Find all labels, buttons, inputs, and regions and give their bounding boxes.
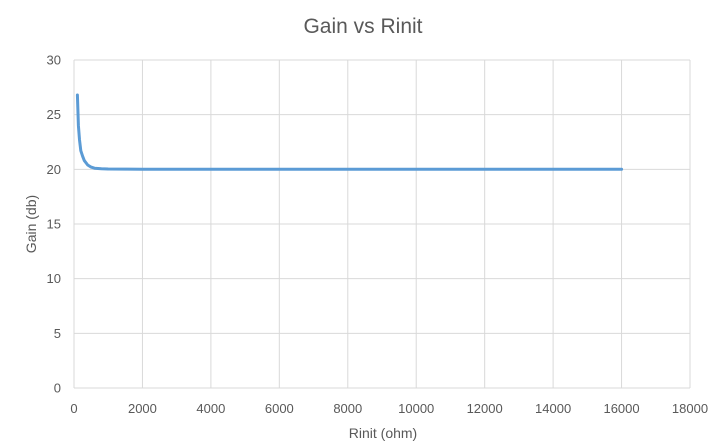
x-axis-title: Rinit (ohm) (349, 425, 417, 441)
data-point (93, 167, 96, 170)
data-point (415, 168, 418, 171)
y-tick-label: 20 (47, 162, 61, 177)
y-axis-title: Gain (db) (23, 195, 39, 253)
data-point (77, 124, 80, 127)
data-point (83, 159, 86, 162)
data-point (79, 149, 82, 152)
x-tick-label: 4000 (196, 401, 225, 416)
x-tick-label: 6000 (265, 401, 294, 416)
data-point (100, 167, 103, 170)
x-tick-label: 14000 (535, 401, 571, 416)
series-line (75, 93, 624, 171)
chart-title: Gain vs Rinit (303, 15, 422, 38)
data-point (86, 163, 89, 166)
data-point (346, 168, 349, 171)
data-point (81, 155, 84, 158)
data-point (107, 168, 110, 171)
data-point (552, 168, 555, 171)
data-point (76, 93, 79, 96)
x-tick-label: 12000 (467, 401, 503, 416)
gridlines (73, 59, 691, 389)
y-tick-label: 30 (47, 53, 61, 68)
x-tick-label: 8000 (333, 401, 362, 416)
data-point (483, 168, 486, 171)
x-tick-label: 0 (70, 401, 77, 416)
x-tick-label: 18000 (672, 401, 708, 416)
data-point (175, 168, 178, 171)
y-tick-label: 5 (54, 326, 61, 341)
data-point (78, 138, 81, 141)
data-point (124, 168, 127, 171)
data-point (278, 168, 281, 171)
data-point (90, 166, 93, 169)
data-point (141, 168, 144, 171)
x-axis-ticks: 0 2000 4000 6000 8000 10000 12000 14000 16000 180… (70, 401, 708, 416)
y-axis-ticks: 0 5 10 15 20 25 30 (47, 53, 61, 396)
x-tick-label: 10000 (398, 401, 434, 416)
series-layer (75, 93, 624, 171)
y-tick-label: 25 (47, 107, 61, 122)
data-point (620, 168, 623, 171)
x-tick-label: 16000 (603, 401, 639, 416)
y-tick-label: 0 (54, 381, 61, 396)
x-tick-label: 2000 (128, 401, 157, 416)
y-tick-label: 15 (47, 217, 61, 232)
data-point (209, 168, 212, 171)
y-tick-label: 10 (47, 271, 61, 286)
